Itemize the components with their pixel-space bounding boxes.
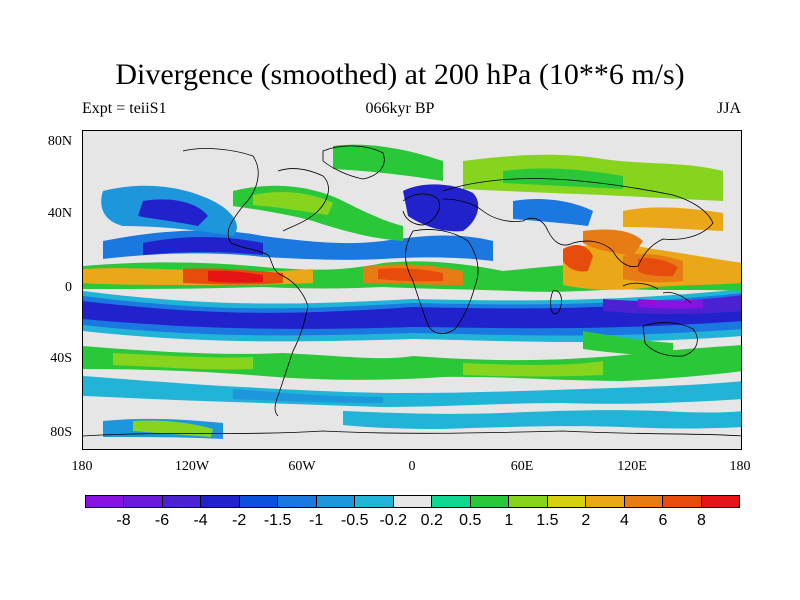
colorbar-label: -8 [116,512,131,529]
experiment-label: Expt = teiiS1 [82,100,167,117]
time-label: 066kyr BP [365,100,435,117]
colorbar-swatch [355,496,394,507]
colorbar-label: -6 [154,512,170,529]
x-tick-label: 180 [71,459,93,474]
x-tick-label: 60W [288,459,316,474]
colorbar-swatch [162,496,202,507]
colorbar-label: 0.2 [420,512,443,529]
x-tick-label: 120E [617,459,647,474]
divergence-map [82,130,742,450]
contour-field [83,131,741,449]
colorbar-swatch [239,496,279,507]
x-tick-label: 0 [408,459,416,474]
colorbar-label: -1.5 [263,512,292,529]
colorbar-swatch [201,496,240,507]
colorbar-swatch [509,496,548,507]
colorbar-label: -0.5 [340,512,369,529]
colorbar-swatch [701,496,739,507]
x-tick-label: 60E [510,459,534,474]
colorbar-swatch [586,496,625,507]
colorbar-swatch [124,496,163,507]
colorbar-swatch [624,496,664,507]
colorbar-swatch [86,496,125,507]
y-tick-label: 40N [47,206,72,221]
colorbar-label: 4 [619,512,629,529]
colorbar-swatch [470,496,510,507]
colorbar-label: 1 [504,512,514,529]
y-tick-label: 40S [50,351,72,366]
season-label: JJA [716,100,741,117]
colorbar-label: -2 [231,512,247,529]
x-tick-label: 180 [729,459,751,474]
map-title: Divergence (smoothed) at 200 hPa (10**6 … [115,58,685,91]
colorbar-label: -1 [309,512,324,529]
colorbar-label: 1.5 [536,512,559,529]
colorbar-swatch [432,496,471,507]
colorbar-label: 2 [581,512,591,529]
colorbar-swatch [393,496,433,507]
colorbar-label: 8 [697,512,706,529]
colorbar-swatch [316,496,356,507]
y-tick-label: 0 [65,280,72,295]
y-tick-label: 80S [50,425,72,440]
colorbar-swatch [663,496,702,507]
x-tick-label: 120W [174,459,210,474]
colorbar-swatch [547,496,587,507]
y-tick-label: 80N [47,134,72,149]
colorbar-label: -4 [193,512,208,529]
colorbar-label: 0.5 [459,512,482,529]
colorbar-label: 6 [658,512,668,529]
colorbar-label: -0.2 [379,512,408,529]
colorbar [85,495,740,508]
colorbar-swatch [278,496,317,507]
